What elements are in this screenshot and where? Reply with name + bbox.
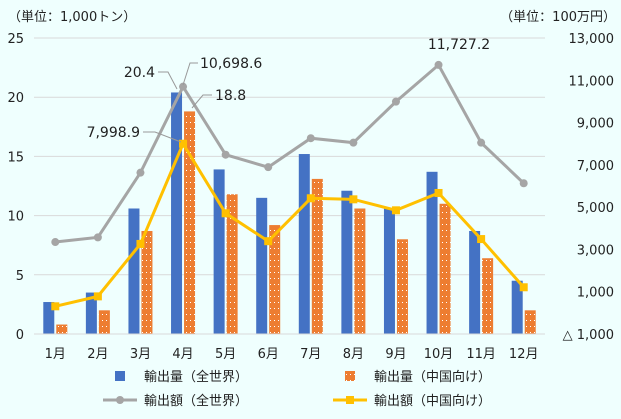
point-world-value [264,163,273,172]
point-china-value [306,194,315,203]
point-world-value [51,238,60,247]
right-tick-label: 9,000 [577,117,614,132]
left-tick-label: 15 [7,150,24,165]
point-world-value [391,97,400,106]
x-tick-label: 12月 [509,347,539,362]
bar-world-volume [511,280,523,334]
bar-world-volume [341,190,353,334]
x-tick-label: 11月 [466,347,496,362]
left-axis-unit: （単位：1,000トン） [8,9,136,25]
point-china-value [434,188,443,197]
point-china-value [136,239,145,248]
point-world-value [136,168,145,177]
right-tick-label: 1,000 [577,286,614,301]
bar-china-volume [524,310,536,334]
leader-line [158,71,178,90]
point-china-value [477,235,486,244]
bar-china-volume [354,208,366,334]
legend-marker [346,396,354,404]
bar-world-volume [256,197,268,334]
point-china-value [93,292,102,301]
legend-label: 輸出額（中国向け） [374,393,491,409]
bar-world-volume [213,169,225,334]
annotation-world-value-apr: 10,698.6 [200,56,262,72]
bar-world-volume [43,302,55,334]
x-tick-label: 1月 [45,347,66,362]
legend-label: 輸出額（全世界） [144,393,248,409]
point-china-value [349,195,358,204]
x-tick-label: 3月 [130,347,151,362]
point-world-value [477,138,486,147]
x-tick-label: 5月 [215,347,236,362]
annotation-china-value-apr: 7,998.9 [87,125,140,141]
annotation-china-volume-apr: 18.8 [215,88,246,104]
point-china-value [519,283,528,292]
point-china-value [221,209,230,218]
bar-world-volume [298,154,310,334]
bar-world-volume [383,208,395,334]
x-tick-label: 7月 [300,347,321,362]
bar-world-volume [469,230,481,334]
leader-line [191,94,212,109]
bar-world-volume [426,171,438,334]
point-china-value [51,302,60,311]
right-axis-unit: （単位：100万円） [500,9,616,25]
line-china-value [54,140,525,308]
left-tick-label: 25 [7,32,24,47]
bar-china-volume [439,203,451,334]
bar-china-volume [311,178,323,334]
left-tick-label: 5 [16,269,24,284]
bar-china-volume [269,225,281,334]
point-world-value [179,82,188,91]
bar-world-volume [128,208,140,334]
x-tick-label: 8月 [343,347,364,362]
point-world-value [221,150,230,159]
bar-china-volume [184,111,196,335]
x-tick-label: 10月 [424,347,454,362]
x-tick-label: 2月 [87,347,108,362]
bar-world-volume [171,92,183,335]
legend-label: 輸出量（全世界） [144,369,248,385]
bar-world-volume [85,292,97,334]
legend-marker [116,396,124,404]
right-tick-label: 3,000 [577,243,614,258]
bar-china-volume [141,230,153,334]
point-world-value [93,233,102,242]
bar-china-volume [396,239,408,334]
legend-swatch [345,371,355,381]
right-tick-label: △ 1,000 [563,328,614,343]
point-world-value [349,138,358,147]
point-world-value [519,179,528,188]
left-tick-label: 20 [7,91,24,106]
annotation-world-value-oct: 11,727.2 [428,37,490,53]
point-china-value [264,237,273,246]
right-tick-label: 7,000 [577,159,614,174]
bar-china-volume [482,258,494,334]
left-tick-label: 10 [7,210,24,225]
leader-line [143,131,182,143]
x-tick-label: 4月 [172,347,193,362]
right-tick-label: 13,000 [569,32,615,47]
bar-china-volume [98,310,110,334]
legend-label: 輸出量（中国向け） [374,369,491,385]
right-tick-label: 11,000 [569,74,615,89]
left-tick-label: 0 [16,328,24,343]
bar-china-volume [226,194,238,334]
line-world-value [55,62,525,244]
point-china-value [391,206,400,215]
x-tick-label: 9月 [385,347,406,362]
x-tick-label: 6月 [258,347,279,362]
legend-swatch [115,371,125,381]
annotation-world-volume-apr: 20.4 [124,65,155,81]
right-tick-label: 5,000 [577,201,614,216]
bar-china-volume [56,324,68,334]
point-world-value [306,134,315,143]
point-china-value [179,139,188,148]
point-world-value [434,60,443,69]
leader-line [182,62,198,86]
